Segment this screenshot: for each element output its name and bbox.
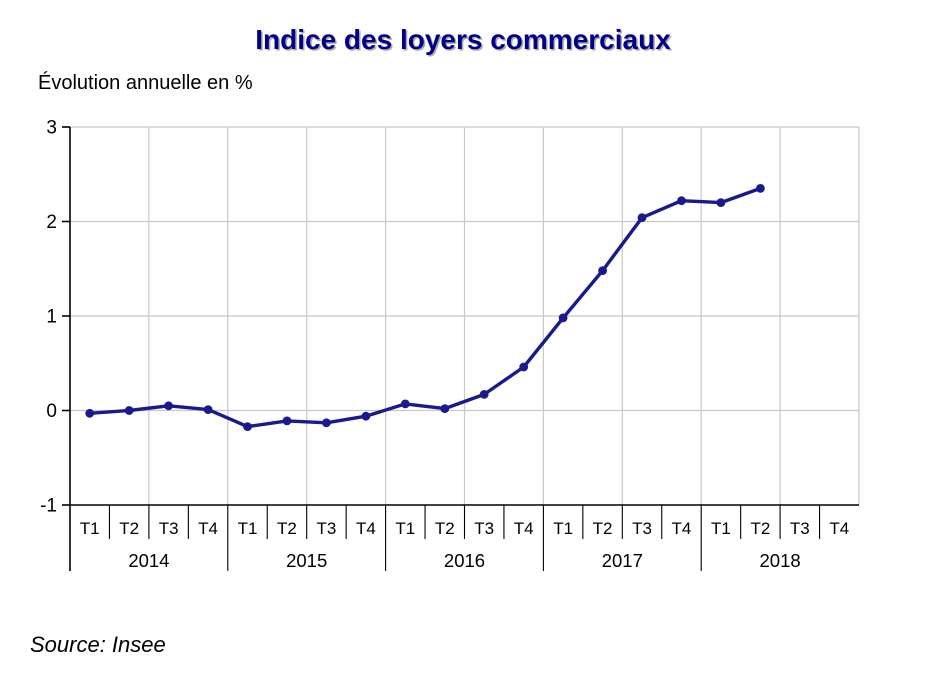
x-quarter-label: T2	[593, 519, 613, 538]
y-axis-unit-label: Évolution annuelle en %	[38, 72, 253, 94]
x-year-label: 2015	[286, 550, 327, 571]
data-point-marker	[361, 411, 371, 421]
data-point-marker	[479, 390, 489, 399]
x-quarter-label: T2	[119, 519, 139, 538]
x-quarter-label: T4	[356, 519, 376, 538]
data-point-marker	[243, 422, 252, 431]
data-point-marker	[677, 196, 686, 206]
data-point-marker	[756, 184, 765, 193]
x-quarter-label: T1	[553, 519, 573, 538]
x-quarter-label: T1	[395, 519, 415, 538]
y-tick-label: 2	[46, 212, 57, 233]
x-year-label: 2016	[444, 550, 485, 571]
y-tick-label: 0	[46, 401, 57, 422]
data-point-marker	[519, 362, 529, 372]
x-quarter-label: T2	[435, 519, 455, 538]
x-quarter-label: T3	[317, 519, 337, 538]
y-tick-label: 3	[46, 118, 57, 139]
x-quarter-label: T3	[632, 519, 652, 538]
data-point-marker	[400, 399, 410, 409]
data-point-marker	[124, 406, 134, 415]
data-point-marker	[282, 416, 292, 426]
series-line	[88, 186, 763, 429]
x-year-label: 2018	[760, 550, 801, 571]
x-quarter-label: T2	[277, 519, 297, 538]
y-tick-label: 1	[46, 307, 57, 328]
chart-title: Indice des loyers commerciaux	[255, 24, 671, 55]
data-point-marker	[164, 401, 174, 411]
x-year-label: 2017	[602, 550, 643, 571]
x-quarter-label: T3	[474, 519, 494, 538]
x-quarter-label: T4	[829, 519, 849, 538]
y-tick-label: -1	[40, 496, 57, 517]
data-point-marker	[598, 266, 607, 275]
x-quarter-label: T2	[750, 519, 770, 538]
data-point-marker	[440, 404, 450, 413]
x-quarter-label: T1	[238, 519, 258, 538]
data-point-marker	[322, 418, 331, 428]
x-quarter-label: T1	[80, 519, 100, 538]
x-quarter-label: T4	[198, 519, 218, 538]
data-point-marker	[558, 313, 568, 323]
source-caption: Source: Insee	[30, 632, 166, 657]
x-quarter-label: T1	[711, 519, 731, 538]
x-quarter-label: T4	[514, 519, 534, 538]
x-quarter-label: T3	[159, 519, 179, 538]
data-point-marker	[85, 408, 95, 418]
data-point-marker	[203, 405, 213, 414]
data-point-marker	[637, 213, 647, 223]
data-point-marker	[716, 198, 726, 208]
x-year-label: 2014	[128, 550, 169, 571]
x-quarter-label: T4	[672, 519, 692, 538]
x-quarter-label: T3	[790, 519, 810, 538]
